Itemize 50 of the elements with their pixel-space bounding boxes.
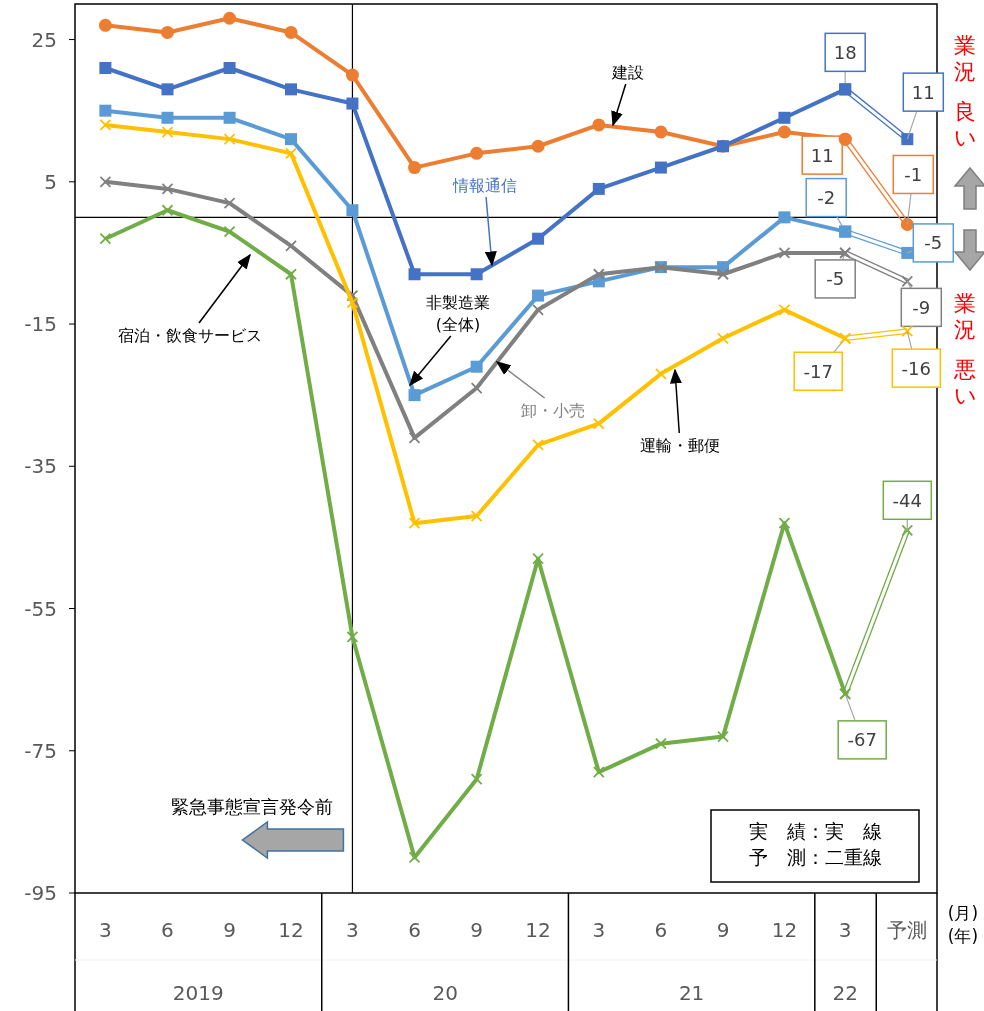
- x-tick-label: 6: [654, 918, 668, 942]
- y-tick-label: 5: [44, 169, 57, 194]
- text: 20: [432, 981, 458, 1005]
- y-tick-label: -15: [24, 312, 57, 337]
- text: 運輸・郵便: [640, 435, 720, 455]
- x-tick-label: 9: [716, 918, 730, 942]
- annotation: 実 績：実 線: [748, 820, 882, 842]
- text: 建設: [611, 62, 644, 82]
- x-tick-label: 予測: [887, 918, 928, 942]
- data-label: -5: [924, 232, 943, 254]
- y-tick-label: 25: [31, 27, 57, 52]
- data-label: -1: [904, 163, 923, 185]
- data-label: 11: [810, 144, 834, 166]
- text: 22: [832, 981, 858, 1005]
- x-tick-label: 3: [592, 918, 606, 942]
- text: (月): [947, 903, 979, 923]
- text: 情報通信: [452, 175, 517, 195]
- series-label: 非製造業 (全体): [426, 292, 490, 334]
- y-tick-label: -75: [24, 738, 57, 763]
- x-tick-label: 9: [223, 918, 236, 942]
- ref-line-label: 緊急事態宣言発令前: [171, 795, 334, 817]
- data-label: -9: [912, 296, 931, 318]
- text: (年): [947, 926, 979, 946]
- data-label: -17: [803, 360, 833, 382]
- annotation: 予 測：二重線: [748, 846, 882, 868]
- text: 業況悪い: [953, 290, 977, 408]
- text: 2019: [172, 981, 224, 1005]
- x-tick-label: 3: [838, 918, 852, 942]
- x-tick-label: 3: [99, 918, 112, 942]
- x-tick-label: 12: [525, 918, 551, 942]
- text: 21: [678, 981, 705, 1005]
- y-tick-label: -55: [24, 596, 57, 621]
- text: 業況良い: [953, 32, 977, 150]
- data-label: -5: [826, 268, 845, 290]
- data-label: 18: [833, 41, 857, 63]
- y-tick-label: -95: [24, 881, 57, 905]
- y-tick-label: -35: [24, 454, 57, 479]
- x-tick-label: 12: [278, 918, 304, 942]
- data-label: -44: [892, 489, 922, 511]
- data-label: -2: [817, 187, 836, 209]
- data-label: -67: [847, 729, 877, 751]
- data-label: 11: [911, 81, 935, 103]
- x-tick-label: 3: [346, 918, 359, 942]
- data-label: -16: [901, 357, 931, 379]
- x-tick-label: 6: [408, 918, 421, 942]
- legend-label: 卸・小売: [521, 400, 585, 420]
- x-tick-label: 12: [771, 918, 798, 942]
- text: 宿泊・飲食サービス: [118, 325, 262, 345]
- x-tick-label: 6: [161, 918, 174, 942]
- x-tick-label: 9: [470, 918, 483, 942]
